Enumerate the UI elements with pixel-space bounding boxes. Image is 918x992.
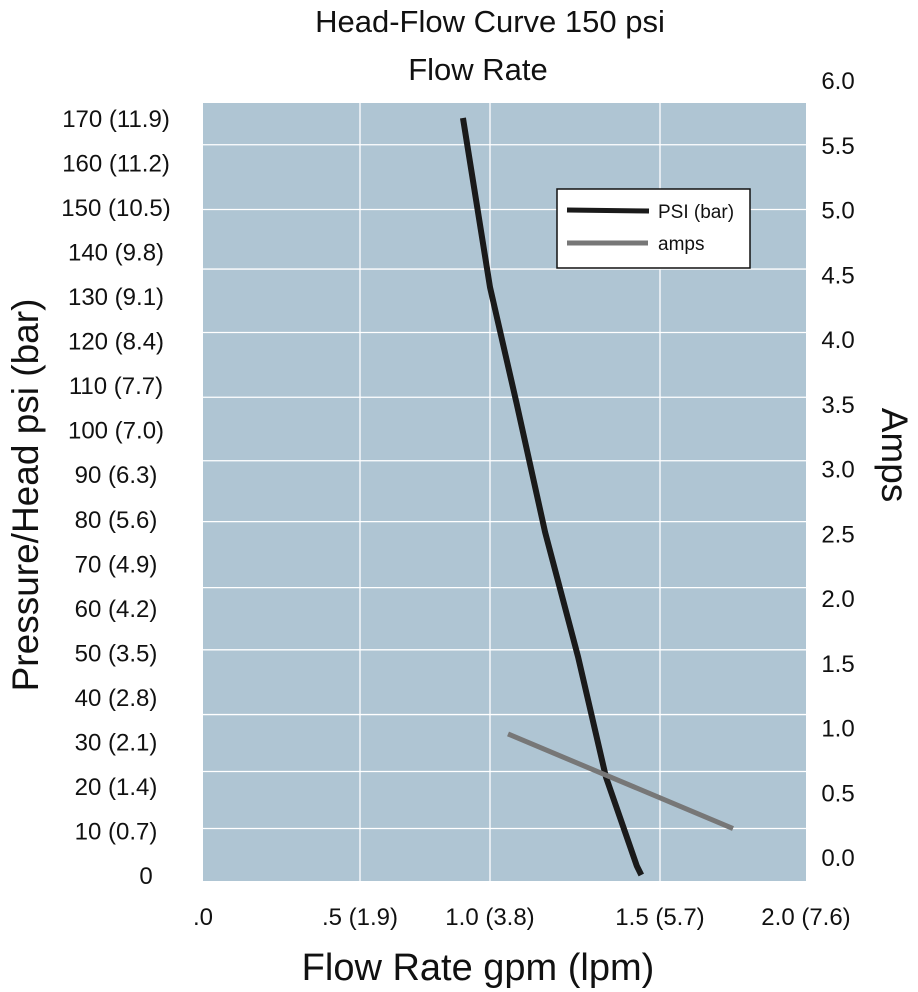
y-tick-label: 100 (7.0): [68, 418, 164, 445]
y-tick-label: 10 (0.7): [75, 818, 158, 845]
legend-amps-label: amps: [658, 234, 704, 255]
y2-tick-label: 1.0: [821, 716, 854, 743]
x-tick-label: 2.0 (7.6): [761, 904, 850, 931]
y2-tick-label: 3.5: [821, 392, 854, 419]
y2-tick-label: 0.5: [821, 780, 854, 807]
y-tick-label: 120 (8.4): [68, 329, 164, 356]
chart-subtitle: Flow Rate: [408, 52, 548, 87]
y2-tick-label: 2.0: [821, 586, 854, 613]
y-tick-label: 60 (4.2): [75, 596, 158, 623]
y-tick-label: 110 (7.7): [69, 373, 163, 400]
x-tick-label: .0: [193, 904, 213, 931]
legend-psi-label: PSI (bar): [658, 202, 734, 223]
chart-title: Head-Flow Curve 150 psi: [315, 4, 665, 39]
y2-tick-label: 4.5: [821, 262, 854, 289]
y-tick-label: 150 (10.5): [61, 195, 170, 222]
psi-series-line: [459, 117, 644, 877]
y2-tick-label: 6.0: [821, 68, 854, 95]
y2-tick-label: 5.0: [821, 198, 854, 225]
y2-tick-label: 3.0: [821, 457, 854, 484]
amps-series-line: [507, 731, 734, 831]
x-tick-label: 1.5 (5.7): [615, 904, 704, 931]
y2-tick-label: 1.5: [821, 651, 854, 678]
y-tick-label: 170 (11.9): [62, 106, 170, 133]
x-tick-label: .5 (1.9): [322, 904, 398, 931]
y-tick-label: 130 (9.1): [68, 284, 164, 311]
y-tick-label: 70 (4.9): [75, 551, 158, 578]
y2-tick-label: 4.0: [821, 327, 854, 354]
y2-tick-label: 2.5: [821, 521, 854, 548]
y-tick-label: 50 (3.5): [75, 640, 158, 667]
legend-psi-swatch: [566, 207, 650, 214]
y2-tick-label: 0.0: [821, 845, 854, 872]
y-tick-label: 90 (6.3): [75, 462, 158, 489]
y2-axis-label: Amps: [874, 408, 915, 503]
y-tick-label: 20 (1.4): [75, 774, 158, 801]
y-tick-label: 80 (5.6): [75, 507, 158, 534]
x-tick-label: 1.0 (3.8): [445, 904, 534, 931]
y-tick-label: 0: [139, 863, 152, 890]
y-axis-label: Pressure/Head psi (bar): [5, 299, 46, 692]
legend: PSI (bar) amps: [556, 188, 751, 269]
x-axis-label: Flow Rate gpm (lpm): [302, 947, 655, 989]
y-tick-label: 40 (2.8): [75, 685, 158, 712]
y-tick-label: 160 (11.2): [62, 151, 170, 178]
y-tick-label: 140 (9.8): [68, 240, 164, 267]
y2-tick-label: 5.5: [821, 133, 854, 160]
y-tick-label: 30 (2.1): [75, 729, 158, 756]
